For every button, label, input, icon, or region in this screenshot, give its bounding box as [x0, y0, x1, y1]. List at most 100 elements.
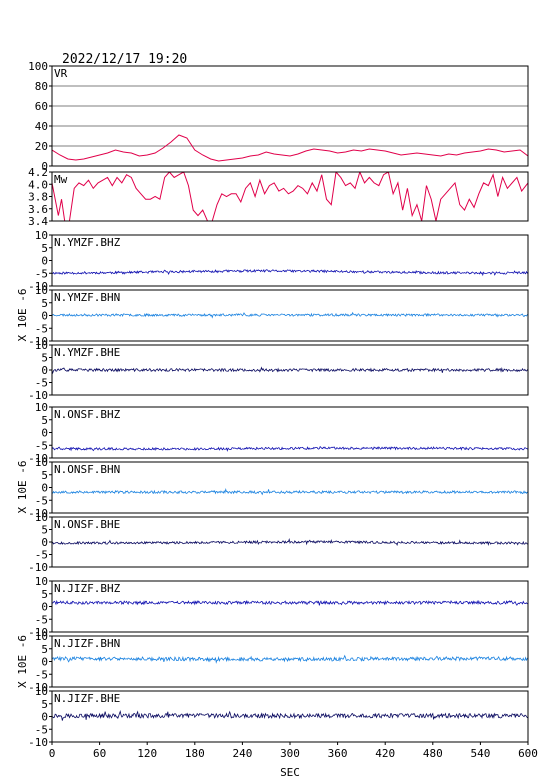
y-tick-label: -5: [35, 439, 48, 452]
y-tick-label: -5: [35, 322, 48, 335]
y-tick-label: 10: [35, 339, 48, 352]
panels: 100806040200VR4.24.03.83.63.4Mw1050-5-10…: [28, 60, 529, 749]
y-tick-label: 5: [41, 469, 48, 482]
panel-frame: [51, 171, 529, 222]
panel-frame: [51, 580, 529, 633]
panel-label: VR: [54, 67, 68, 80]
panel-label: N.JIZF.BHE: [54, 692, 120, 705]
y-tick-label: 10: [35, 229, 48, 242]
y-tick-label: 10: [35, 630, 48, 643]
y-tick-label: 5: [41, 524, 48, 537]
y-tick-label: -5: [35, 267, 48, 280]
series-line-onsf-bhn: [52, 487, 528, 496]
y-tick-label: 4.2: [28, 166, 48, 179]
y-tick-label: -5: [35, 549, 48, 562]
panel-frame: [51, 65, 529, 167]
y-tick-label: -10: [28, 335, 48, 348]
y-tick-label: 3.8: [28, 191, 48, 204]
x-tick-label: 180: [185, 747, 205, 760]
y-axis-label: X 10E -6: [16, 461, 29, 514]
panel-label: N.JIZF.BHZ: [54, 582, 121, 595]
panel-label: N.ONSF.BHN: [54, 463, 120, 476]
panel-label: N.YMZF.BHZ: [54, 236, 121, 249]
y-axis-labels: X 10E -6 X 10E -6 X 10E -6: [16, 289, 29, 688]
y-tick-label: -10: [28, 681, 48, 694]
panel-label: N.ONSF.BHZ: [54, 408, 121, 421]
panel-label: N.JIZF.BHN: [54, 637, 120, 650]
y-tick-label: 10: [35, 575, 48, 588]
y-tick-label: 80: [35, 80, 48, 93]
y-tick-label: -5: [35, 668, 48, 681]
y-tick-label: 3.4: [28, 215, 48, 228]
panel-frame: [51, 344, 529, 396]
y-tick-label: -10: [28, 626, 48, 639]
panel-vr: 100 80 60 40 20 0 VR: [28, 60, 529, 173]
y-tick-label: 0: [41, 364, 48, 377]
x-tick-label: 240: [232, 747, 252, 760]
y-tick-label: 0: [41, 427, 48, 440]
x-tick-label: 360: [328, 747, 348, 760]
y-tick-label: 0: [41, 536, 48, 549]
x-tick-label: 300: [280, 747, 300, 760]
series-line-vr: [52, 134, 528, 162]
x-tick-label: 600: [518, 747, 538, 760]
y-tick-label: -10: [28, 736, 48, 749]
panel-label: Mw: [54, 173, 68, 186]
y-tick-label: 0: [41, 656, 48, 669]
y-tick-label: 5: [41, 297, 48, 310]
panel-label: N.ONSF.BHE: [54, 518, 120, 531]
y-tick-label: -10: [28, 561, 48, 574]
series-line-ymzf-bhn: [52, 311, 528, 319]
chart-title: 2022/12/17 19:20: [62, 52, 187, 67]
panel-frame: [51, 461, 529, 514]
x-axis-label: SEC: [280, 766, 300, 779]
x-tick-label: 60: [93, 747, 106, 760]
y-tick-label: -10: [28, 452, 48, 465]
y-tick-label: 0: [41, 160, 48, 173]
x-axis: 0 60 120 180 240 300 360 420 480 540 600 SEC: [49, 742, 538, 779]
y-tick-label: -10: [28, 389, 48, 402]
series-line-ymzf-bhz: [52, 268, 528, 277]
series-line-onsf-bhe: [52, 537, 528, 547]
y-tick-label: -10: [28, 280, 48, 293]
y-tick-label: 0: [41, 711, 48, 724]
x-tick-label: 420: [375, 747, 395, 760]
y-tick-label: 100: [28, 60, 48, 73]
y-tick-label: 3.6: [28, 203, 48, 216]
y-tick-label: 60: [35, 100, 48, 113]
y-tick-label: 0: [41, 310, 48, 323]
panel-label: N.YMZF.BHE: [54, 346, 120, 359]
y-tick-label: 5: [41, 588, 48, 601]
y-tick-label: 0: [41, 601, 48, 614]
series-line-ymzf-bhe: [52, 366, 528, 375]
y-tick-label: 5: [41, 352, 48, 365]
x-tick-label: 0: [49, 747, 56, 760]
x-tick-label: 480: [423, 747, 443, 760]
series-line-mw: [52, 172, 528, 221]
y-tick-label: 10: [35, 685, 48, 698]
y-tick-label: 10: [35, 284, 48, 297]
series-line-jizf-bhn: [52, 654, 528, 664]
y-tick-label: 0: [41, 255, 48, 268]
y-tick-label: 0: [41, 482, 48, 495]
x-tick-label: 540: [470, 747, 490, 760]
y-tick-label: 5: [41, 698, 48, 711]
series-line-onsf-bhz: [52, 445, 528, 452]
y-axis-label: X 10E -6: [16, 635, 29, 688]
y-tick-label: 5: [41, 242, 48, 255]
panel-frame: [51, 289, 529, 342]
y-tick-label: -5: [35, 494, 48, 507]
y-tick-label: 10: [35, 401, 48, 414]
y-tick-label: 10: [35, 511, 48, 524]
y-tick-label: 40: [35, 120, 48, 133]
y-tick-label: -5: [35, 613, 48, 626]
y-tick-label: 5: [41, 414, 48, 427]
